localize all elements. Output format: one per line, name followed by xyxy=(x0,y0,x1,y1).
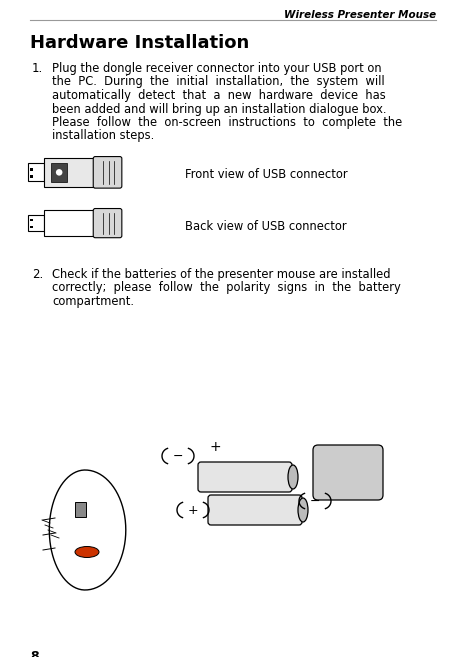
Ellipse shape xyxy=(288,465,298,489)
Circle shape xyxy=(56,169,62,175)
FancyBboxPatch shape xyxy=(93,156,122,188)
Text: 1.: 1. xyxy=(32,62,43,75)
Bar xyxy=(44,210,95,237)
Bar xyxy=(44,158,95,187)
Text: the  PC.  During  the  initial  installation,  the  system  will: the PC. During the initial installation,… xyxy=(52,76,384,89)
Bar xyxy=(28,164,44,181)
Polygon shape xyxy=(49,470,126,590)
Text: Check if the batteries of the presenter mouse are installed: Check if the batteries of the presenter … xyxy=(52,268,391,281)
FancyBboxPatch shape xyxy=(198,462,292,492)
Text: 2.: 2. xyxy=(32,268,43,281)
Bar xyxy=(51,163,68,182)
Text: Please  follow  the  on-screen  instructions  to  complete  the: Please follow the on-screen instructions… xyxy=(52,116,402,129)
Text: −: − xyxy=(173,449,183,463)
Text: Wireless Presenter Mouse: Wireless Presenter Mouse xyxy=(284,10,436,20)
Bar xyxy=(30,219,33,221)
FancyBboxPatch shape xyxy=(93,208,122,238)
Text: 8: 8 xyxy=(30,650,39,657)
Bar xyxy=(30,168,33,171)
Ellipse shape xyxy=(298,498,308,522)
Bar xyxy=(30,175,33,177)
Bar xyxy=(30,225,33,228)
Text: Back view of USB connector: Back view of USB connector xyxy=(185,219,347,233)
Text: Hardware Installation: Hardware Installation xyxy=(30,34,249,52)
Text: correctly;  please  follow  the  polarity  signs  in  the  battery: correctly; please follow the polarity si… xyxy=(52,281,401,294)
Text: +: + xyxy=(188,503,199,516)
Text: automatically  detect  that  a  new  hardware  device  has: automatically detect that a new hardware… xyxy=(52,89,386,102)
Text: installation steps.: installation steps. xyxy=(52,129,154,143)
FancyBboxPatch shape xyxy=(313,445,383,500)
FancyBboxPatch shape xyxy=(208,495,302,525)
Text: Front view of USB connector: Front view of USB connector xyxy=(185,168,348,181)
Text: Plug the dongle receiver connector into your USB port on: Plug the dongle receiver connector into … xyxy=(52,62,382,75)
Bar xyxy=(28,215,44,231)
Text: compartment.: compartment. xyxy=(52,295,134,308)
Ellipse shape xyxy=(75,547,99,558)
Text: been added and will bring up an installation dialogue box.: been added and will bring up an installa… xyxy=(52,102,386,116)
Bar xyxy=(75,502,86,517)
Text: −: − xyxy=(310,495,320,507)
Text: +: + xyxy=(209,440,221,454)
